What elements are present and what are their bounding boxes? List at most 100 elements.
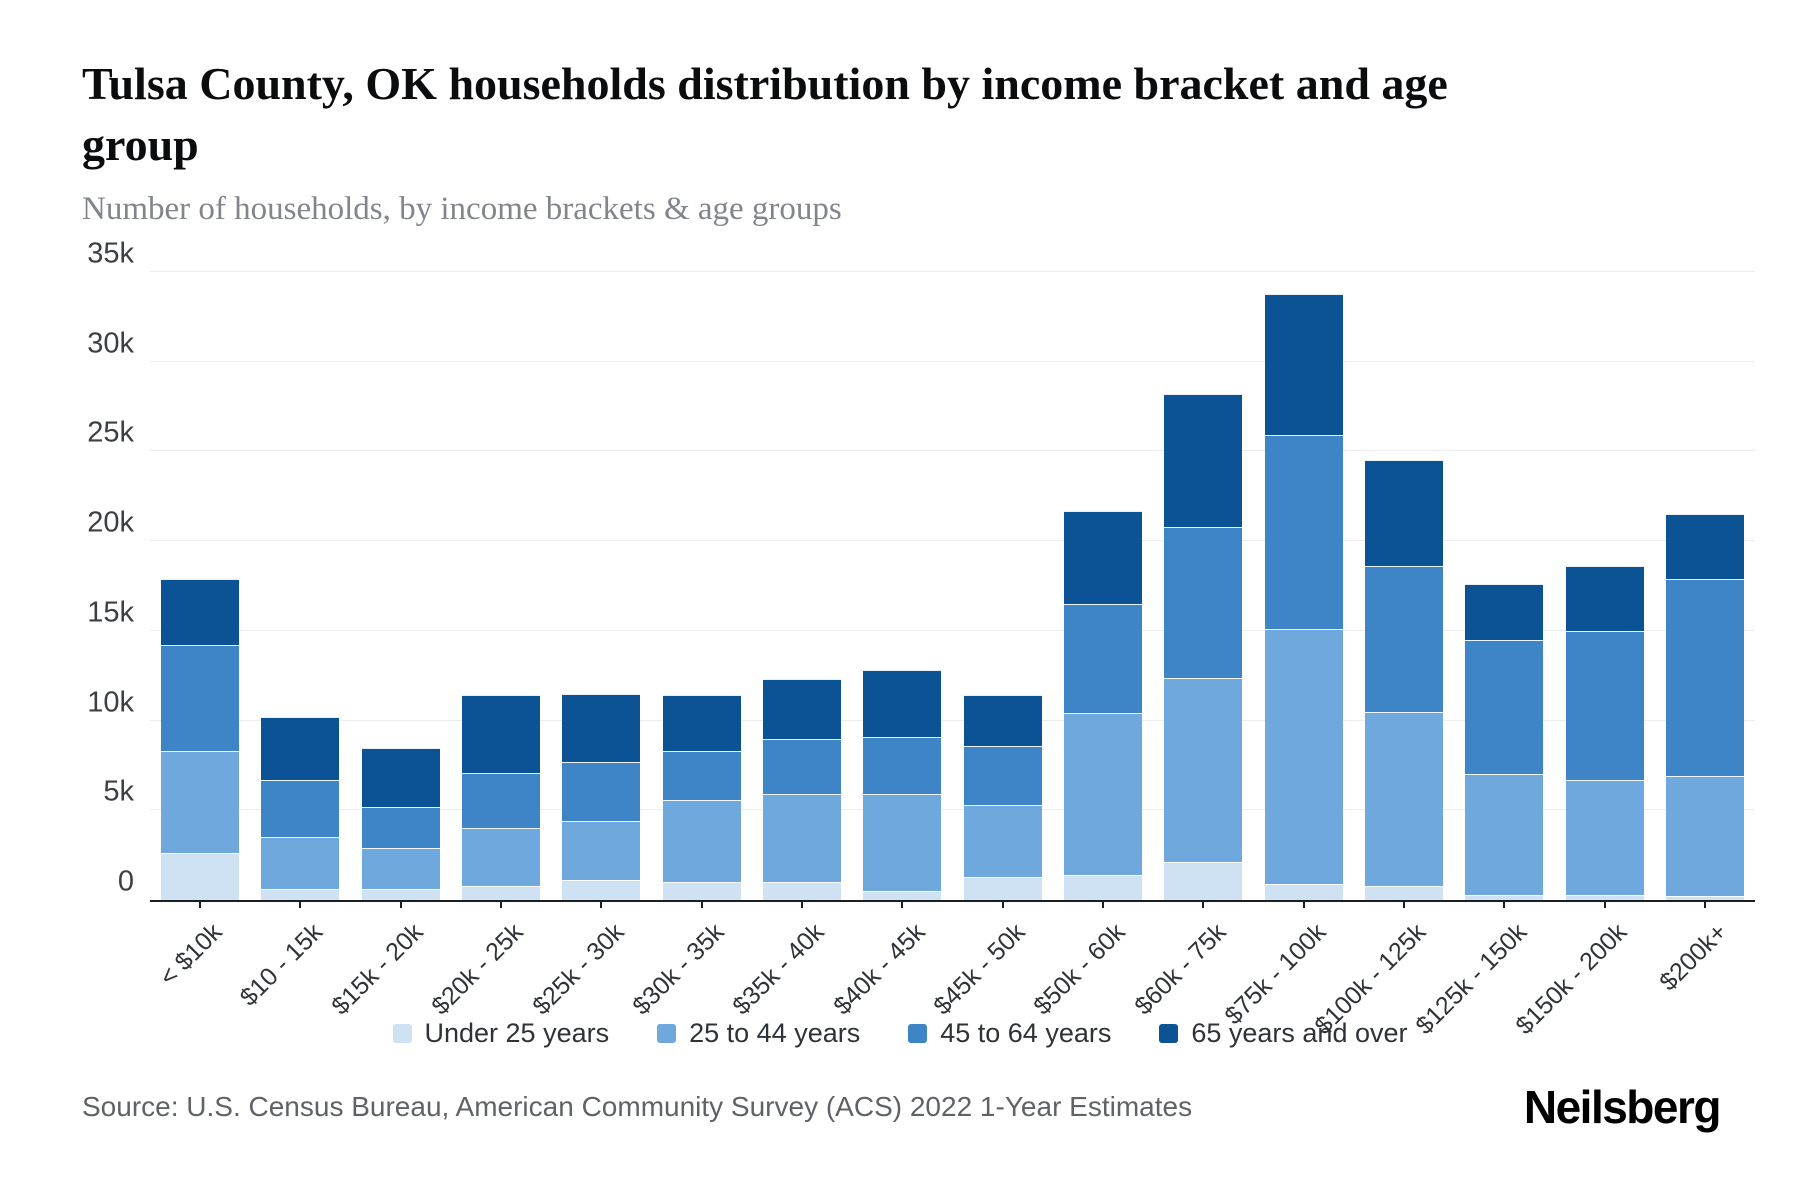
bar-segment[interactable] xyxy=(1565,779,1644,895)
x-axis-tick xyxy=(600,900,603,908)
x-axis-tick-label: $40k - 45k xyxy=(827,918,931,1021)
bar-segment[interactable] xyxy=(1465,639,1544,775)
bar-segment[interactable] xyxy=(562,693,641,762)
bar-segment[interactable] xyxy=(1565,894,1644,900)
x-axis-tick-label: $200k+ xyxy=(1654,918,1733,997)
legend-item[interactable]: 45 to 64 years xyxy=(908,1018,1111,1049)
bar-segment[interactable] xyxy=(963,804,1042,877)
legend-label: 25 to 44 years xyxy=(689,1018,861,1048)
y-axis-tick-label: 30k xyxy=(87,327,134,360)
bar-segment[interactable] xyxy=(1565,566,1644,631)
bar-segment[interactable] xyxy=(1465,584,1544,640)
x-axis-tick xyxy=(1202,900,1205,908)
bar-segment[interactable] xyxy=(161,751,240,854)
legend-swatch-icon xyxy=(657,1024,677,1043)
bar-segment[interactable] xyxy=(863,794,942,892)
x-axis-tick-label: $50k - 60k xyxy=(1028,918,1131,1021)
chart-title: Tulsa County, OK households distribution… xyxy=(82,58,1448,170)
bar-segment[interactable] xyxy=(1063,510,1142,604)
bar-segment[interactable] xyxy=(562,821,641,881)
chart-area: 0 5k 10k 15k 20k 25k 30k 35k < $10k $10 - 15k $15k… xyxy=(87,238,1755,1040)
bar-segment[interactable] xyxy=(1164,677,1243,863)
bar-segment[interactable] xyxy=(662,799,741,883)
bar-segment[interactable] xyxy=(1465,894,1544,900)
bar-segment[interactable] xyxy=(161,853,240,900)
y-axis-tick-label: 20k xyxy=(87,506,134,539)
bar-segment[interactable] xyxy=(1364,460,1443,567)
bar-segment[interactable] xyxy=(1364,711,1443,886)
plot-area: 0 5k 10k 15k 20k 25k 30k 35k < $10k $10 - 15k $15k… xyxy=(87,238,1755,1040)
bar-segment[interactable] xyxy=(863,891,942,900)
bar-segment[interactable] xyxy=(1264,293,1343,436)
bar-segment[interactable] xyxy=(763,882,842,900)
bar-segment[interactable] xyxy=(361,847,440,890)
bar-segment[interactable] xyxy=(1264,883,1343,900)
bar-segment[interactable] xyxy=(462,828,541,886)
x-axis-tick xyxy=(901,900,904,908)
legend-item[interactable]: 25 to 44 years xyxy=(657,1018,860,1049)
bar-segment[interactable] xyxy=(161,645,240,752)
bar-segment[interactable] xyxy=(1063,874,1142,900)
y-axis-tick-label: 10k xyxy=(87,686,134,719)
bar-segment[interactable] xyxy=(562,761,641,822)
bar-segment[interactable] xyxy=(863,670,942,737)
bar-segment[interactable] xyxy=(1063,713,1142,875)
legend-item[interactable]: Under 25 years xyxy=(392,1018,609,1049)
bar-segment[interactable] xyxy=(763,738,842,795)
bar-segment[interactable] xyxy=(1665,578,1744,777)
x-axis-tick-label: $20k - 25k xyxy=(426,918,529,1021)
bar-segment[interactable] xyxy=(1164,394,1243,527)
bar-segment[interactable] xyxy=(462,885,541,900)
bar-segment[interactable] xyxy=(1264,435,1343,630)
x-axis-tick xyxy=(1302,900,1305,908)
gridline xyxy=(150,360,1755,362)
x-axis-tick-label: $35k - 40k xyxy=(727,918,830,1021)
chart-header: Tulsa County, OK households distribution… xyxy=(0,0,1800,228)
gridline xyxy=(150,540,1755,542)
bar-segment[interactable] xyxy=(1665,514,1744,579)
bar-segment[interactable] xyxy=(361,806,440,848)
bar-segment[interactable] xyxy=(1665,776,1744,897)
bar-segment[interactable] xyxy=(1264,629,1343,884)
x-axis-tick xyxy=(500,900,503,908)
y-axis-tick-label: 15k xyxy=(87,596,134,629)
bar-segment[interactable] xyxy=(261,837,340,890)
bar-segment[interactable] xyxy=(462,695,541,773)
bar-segment[interactable] xyxy=(1164,862,1243,900)
chart-footer: Source: U.S. Census Bureau, American Com… xyxy=(82,1080,1722,1134)
bar-segment[interactable] xyxy=(662,882,741,900)
bar-segment[interactable] xyxy=(763,679,842,739)
x-axis-tick xyxy=(1503,900,1506,908)
neilsberg-logo: Neilsberg xyxy=(1523,1081,1722,1133)
bar-segment[interactable] xyxy=(261,889,340,900)
bar-segment[interactable] xyxy=(361,889,440,900)
bar-segment[interactable] xyxy=(1665,896,1744,900)
legend: Under 25 years 25 to 44 years 45 to 64 yea… xyxy=(0,1018,1800,1049)
bar-segment[interactable] xyxy=(1364,885,1443,900)
x-axis-tick xyxy=(199,900,202,908)
bar-segment[interactable] xyxy=(161,578,240,646)
bar-segment[interactable] xyxy=(662,751,741,800)
legend-swatch-icon xyxy=(1159,1024,1179,1043)
x-axis-tick-label: $60k - 75k xyxy=(1128,918,1232,1021)
y-axis-tick-label: 25k xyxy=(87,416,134,449)
bar-segment[interactable] xyxy=(462,772,541,829)
bar-segment[interactable] xyxy=(662,695,741,752)
bar-segment[interactable] xyxy=(562,880,641,900)
bar-segment[interactable] xyxy=(1465,774,1544,895)
x-axis-tick-label: $15k - 20k xyxy=(326,918,429,1021)
bar-segment[interactable] xyxy=(1364,566,1443,712)
bar-segment[interactable] xyxy=(1164,526,1243,678)
bar-segment[interactable] xyxy=(261,779,340,838)
legend-label: 45 to 64 years xyxy=(940,1018,1112,1048)
legend-item[interactable]: 65 years and over xyxy=(1159,1018,1408,1049)
bar-segment[interactable] xyxy=(963,876,1042,900)
bar-segment[interactable] xyxy=(1565,630,1644,780)
bar-segment[interactable] xyxy=(763,794,842,883)
bar-segment[interactable] xyxy=(261,717,340,780)
bar-segment[interactable] xyxy=(963,695,1042,746)
bar-segment[interactable] xyxy=(963,745,1042,805)
bar-segment[interactable] xyxy=(863,736,942,795)
bar-segment[interactable] xyxy=(361,747,440,807)
bar-segment[interactable] xyxy=(1063,603,1142,714)
